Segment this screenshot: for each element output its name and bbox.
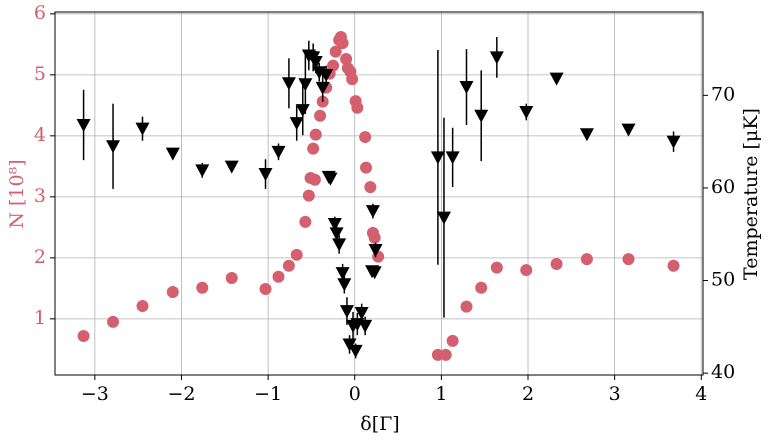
temperature-point: [295, 104, 310, 118]
atom-number-point: [439, 348, 452, 361]
atom-number-point: [622, 253, 635, 266]
x-tick-label: 0: [349, 383, 361, 405]
atom-number-point: [282, 259, 295, 272]
atom-number-point: [364, 181, 377, 194]
atom-number-point: [307, 142, 320, 155]
x-tick-label: −3: [81, 383, 109, 405]
temperature-point: [621, 123, 636, 137]
temperature-point: [106, 140, 121, 154]
temperature-point: [135, 122, 150, 136]
atom-number-point: [340, 52, 353, 65]
y-tick-label: 6: [34, 2, 46, 24]
x-tick-label: 3: [609, 383, 621, 405]
atom-number-point: [475, 281, 488, 294]
atom-number-point: [329, 45, 342, 58]
x-tick-label: 1: [435, 383, 447, 405]
atom-number-point: [351, 101, 364, 114]
temperature-point: [549, 72, 564, 86]
temperature-point: [348, 344, 363, 358]
temperature-point: [430, 151, 445, 165]
atom-number-point: [359, 131, 372, 144]
atom-number-point: [314, 109, 327, 122]
y-tick-label: 1: [34, 307, 46, 329]
temperature-point: [289, 117, 304, 131]
atom-number-point: [225, 271, 238, 284]
atom-number-point: [580, 253, 593, 266]
atom-number-point: [308, 173, 321, 186]
temperature-point: [445, 151, 460, 165]
atom-number-point: [302, 189, 315, 202]
temperature-point: [358, 319, 373, 333]
temperature-point: [327, 218, 342, 232]
y-axis-label: N [10⁸]: [6, 159, 28, 228]
temperature-point: [308, 56, 323, 70]
temperature-point: [337, 278, 352, 292]
temperature-point: [335, 267, 350, 281]
temperature-point: [323, 172, 338, 186]
y2-tick-label: 50: [711, 269, 735, 291]
atom-number-point: [196, 281, 209, 294]
temperature-point: [365, 205, 380, 219]
temperature-point: [666, 135, 681, 149]
atom-number-point: [259, 282, 272, 295]
atom-number-point: [272, 270, 285, 283]
temperature-point: [459, 81, 474, 95]
atom-number-point: [107, 315, 120, 328]
atom-number-point: [490, 261, 503, 274]
y-tick-label: 2: [34, 246, 46, 268]
atom-number-point: [460, 300, 473, 313]
x-tick-label: 4: [695, 383, 707, 405]
atom-number-point: [667, 259, 680, 272]
x-tick-label: −1: [254, 383, 282, 405]
temperature-point: [271, 145, 286, 159]
temperature-point: [315, 81, 330, 95]
y2-tick-label: 40: [711, 361, 735, 383]
atom-number-point: [336, 37, 349, 50]
y2-tick-label: 60: [711, 176, 735, 198]
atom-number-point: [346, 73, 359, 86]
y-tick-label: 4: [34, 124, 46, 146]
y-tick-label: 3: [34, 185, 46, 207]
temperature-point: [489, 51, 504, 65]
x-tick-label: 2: [522, 383, 534, 405]
temperature-point: [165, 147, 180, 161]
temperature-point: [367, 266, 382, 280]
atom-number-point: [299, 215, 312, 228]
atom-number-point: [327, 59, 340, 72]
temperature-point: [195, 164, 210, 178]
atom-number-point: [446, 334, 459, 347]
temperature-point: [332, 238, 347, 252]
temperature-point: [281, 77, 296, 91]
plot-frame: [54, 11, 704, 376]
temperature-point: [436, 211, 451, 225]
atom-number-point: [290, 248, 303, 261]
temperature-point: [339, 305, 354, 319]
atom-number-point: [360, 161, 373, 174]
temperature-point: [519, 106, 534, 120]
temperature-point: [368, 243, 383, 257]
y2-axis-label: Temperature [μK]: [740, 108, 762, 280]
y2-tick-label: 70: [711, 83, 735, 105]
temperature-point: [224, 160, 239, 174]
temperature-point: [354, 306, 369, 320]
atom-number-point: [368, 231, 381, 244]
atom-number-point: [309, 128, 322, 141]
y-tick-label: 5: [34, 63, 46, 85]
x-axis-label: δ[Γ]: [360, 413, 399, 435]
temperature-point: [474, 109, 489, 123]
temperature-point: [258, 168, 273, 182]
temperature-point: [298, 78, 313, 92]
atom-number-point: [520, 264, 533, 277]
atom-number-point: [166, 286, 179, 299]
temperature-point: [329, 227, 344, 241]
atom-number-point: [136, 300, 149, 313]
temperature-point: [579, 128, 594, 142]
atom-number-point: [77, 329, 90, 342]
temperature-point: [319, 68, 334, 82]
x-tick-label: −2: [167, 383, 195, 405]
atom-number-point: [550, 257, 563, 270]
temperature-point: [76, 118, 91, 132]
